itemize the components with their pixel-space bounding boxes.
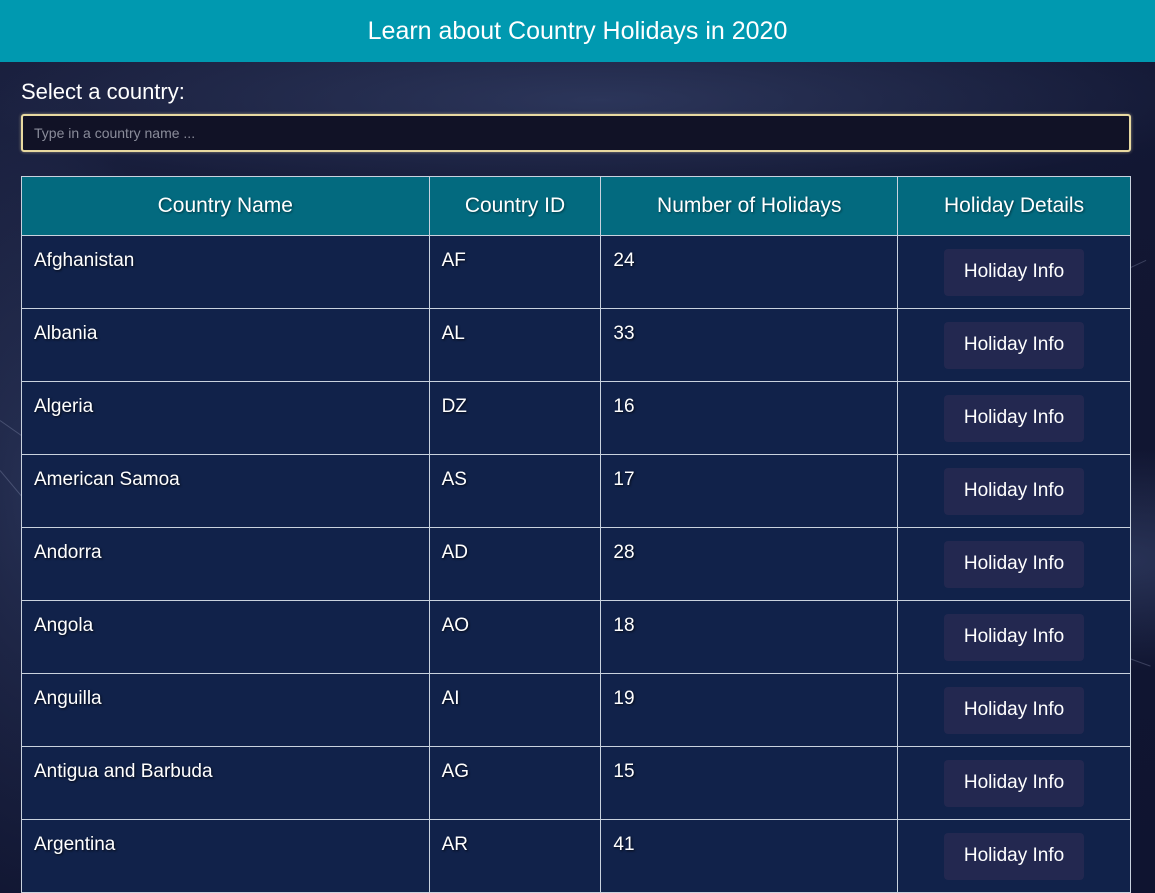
table-row: Anguilla AI 19 Holiday Info xyxy=(21,673,1131,747)
table-row: Albania AL 33 Holiday Info xyxy=(21,308,1131,382)
table-header-row: Country Name Country ID Number of Holida… xyxy=(21,176,1131,236)
country-id-cell: AI xyxy=(428,673,602,747)
country-select-label: Select a country: xyxy=(21,79,185,104)
table-row: Andorra AD 28 Holiday Info xyxy=(21,527,1131,601)
country-name-cell: Argentina xyxy=(21,819,430,893)
country-id-cell: AO xyxy=(428,600,602,674)
holiday-count-cell: 18 xyxy=(600,600,899,674)
page-header: Learn about Country Holidays in 2020 xyxy=(0,0,1155,62)
table-row: Argentina AR 41 Holiday Info xyxy=(21,819,1131,893)
country-name-cell: Afghanistan xyxy=(21,235,430,309)
country-name-cell: Andorra xyxy=(21,527,430,601)
country-id-cell: AS xyxy=(428,454,602,528)
holiday-count-cell: 17 xyxy=(600,454,899,528)
holiday-details-cell: Holiday Info xyxy=(897,308,1131,382)
table-row: Algeria DZ 16 Holiday Info xyxy=(21,381,1131,455)
table-row: Antigua and Barbuda AG 15 Holiday Info xyxy=(21,746,1131,820)
country-name-cell: Algeria xyxy=(21,381,430,455)
country-name-cell: Anguilla xyxy=(21,673,430,747)
holiday-count-cell: 16 xyxy=(600,381,899,455)
country-id-cell: AG xyxy=(428,746,602,820)
holiday-info-button[interactable]: Holiday Info xyxy=(944,248,1085,296)
holiday-details-cell: Holiday Info xyxy=(897,381,1131,455)
holiday-count-cell: 28 xyxy=(600,527,899,601)
holiday-info-button[interactable]: Holiday Info xyxy=(944,321,1085,369)
holiday-details-cell: Holiday Info xyxy=(897,527,1131,601)
column-header-country-id: Country ID xyxy=(428,176,602,236)
table-row: Angola AO 18 Holiday Info xyxy=(21,600,1131,674)
holiday-details-cell: Holiday Info xyxy=(897,600,1131,674)
holiday-info-button[interactable]: Holiday Info xyxy=(944,613,1085,661)
holiday-count-cell: 33 xyxy=(600,308,899,382)
holiday-info-button[interactable]: Holiday Info xyxy=(944,540,1085,588)
holiday-count-cell: 24 xyxy=(600,235,899,309)
holiday-count-cell: 15 xyxy=(600,746,899,820)
country-name-cell: American Samoa xyxy=(21,454,430,528)
holiday-info-button[interactable]: Holiday Info xyxy=(944,686,1085,734)
holiday-info-button[interactable]: Holiday Info xyxy=(944,467,1085,515)
table-row: American Samoa AS 17 Holiday Info xyxy=(21,454,1131,528)
column-header-country-name: Country Name xyxy=(21,176,430,236)
holiday-details-cell: Holiday Info xyxy=(897,819,1131,893)
country-name-cell: Albania xyxy=(21,308,430,382)
country-id-cell: DZ xyxy=(428,381,602,455)
holiday-details-cell: Holiday Info xyxy=(897,235,1131,309)
holiday-count-cell: 19 xyxy=(600,673,899,747)
holiday-details-cell: Holiday Info xyxy=(897,673,1131,747)
column-header-number-of-holidays: Number of Holidays xyxy=(600,176,899,236)
holiday-details-cell: Holiday Info xyxy=(897,746,1131,820)
holiday-details-cell: Holiday Info xyxy=(897,454,1131,528)
country-search-input[interactable] xyxy=(21,114,1131,152)
holiday-info-button[interactable]: Holiday Info xyxy=(944,832,1085,880)
page-title: Learn about Country Holidays in 2020 xyxy=(367,16,788,45)
holiday-table: Country Name Country ID Number of Holida… xyxy=(21,176,1131,893)
country-name-cell: Antigua and Barbuda xyxy=(21,746,430,820)
country-id-cell: AD xyxy=(428,527,602,601)
country-id-cell: AL xyxy=(428,308,602,382)
column-header-holiday-details: Holiday Details xyxy=(897,176,1131,236)
holiday-count-cell: 41 xyxy=(600,819,899,893)
table-row: Afghanistan AF 24 Holiday Info xyxy=(21,235,1131,309)
country-name-cell: Angola xyxy=(21,600,430,674)
country-id-cell: AF xyxy=(428,235,602,309)
holiday-info-button[interactable]: Holiday Info xyxy=(944,394,1085,442)
country-id-cell: AR xyxy=(428,819,602,893)
holiday-info-button[interactable]: Holiday Info xyxy=(944,759,1085,807)
